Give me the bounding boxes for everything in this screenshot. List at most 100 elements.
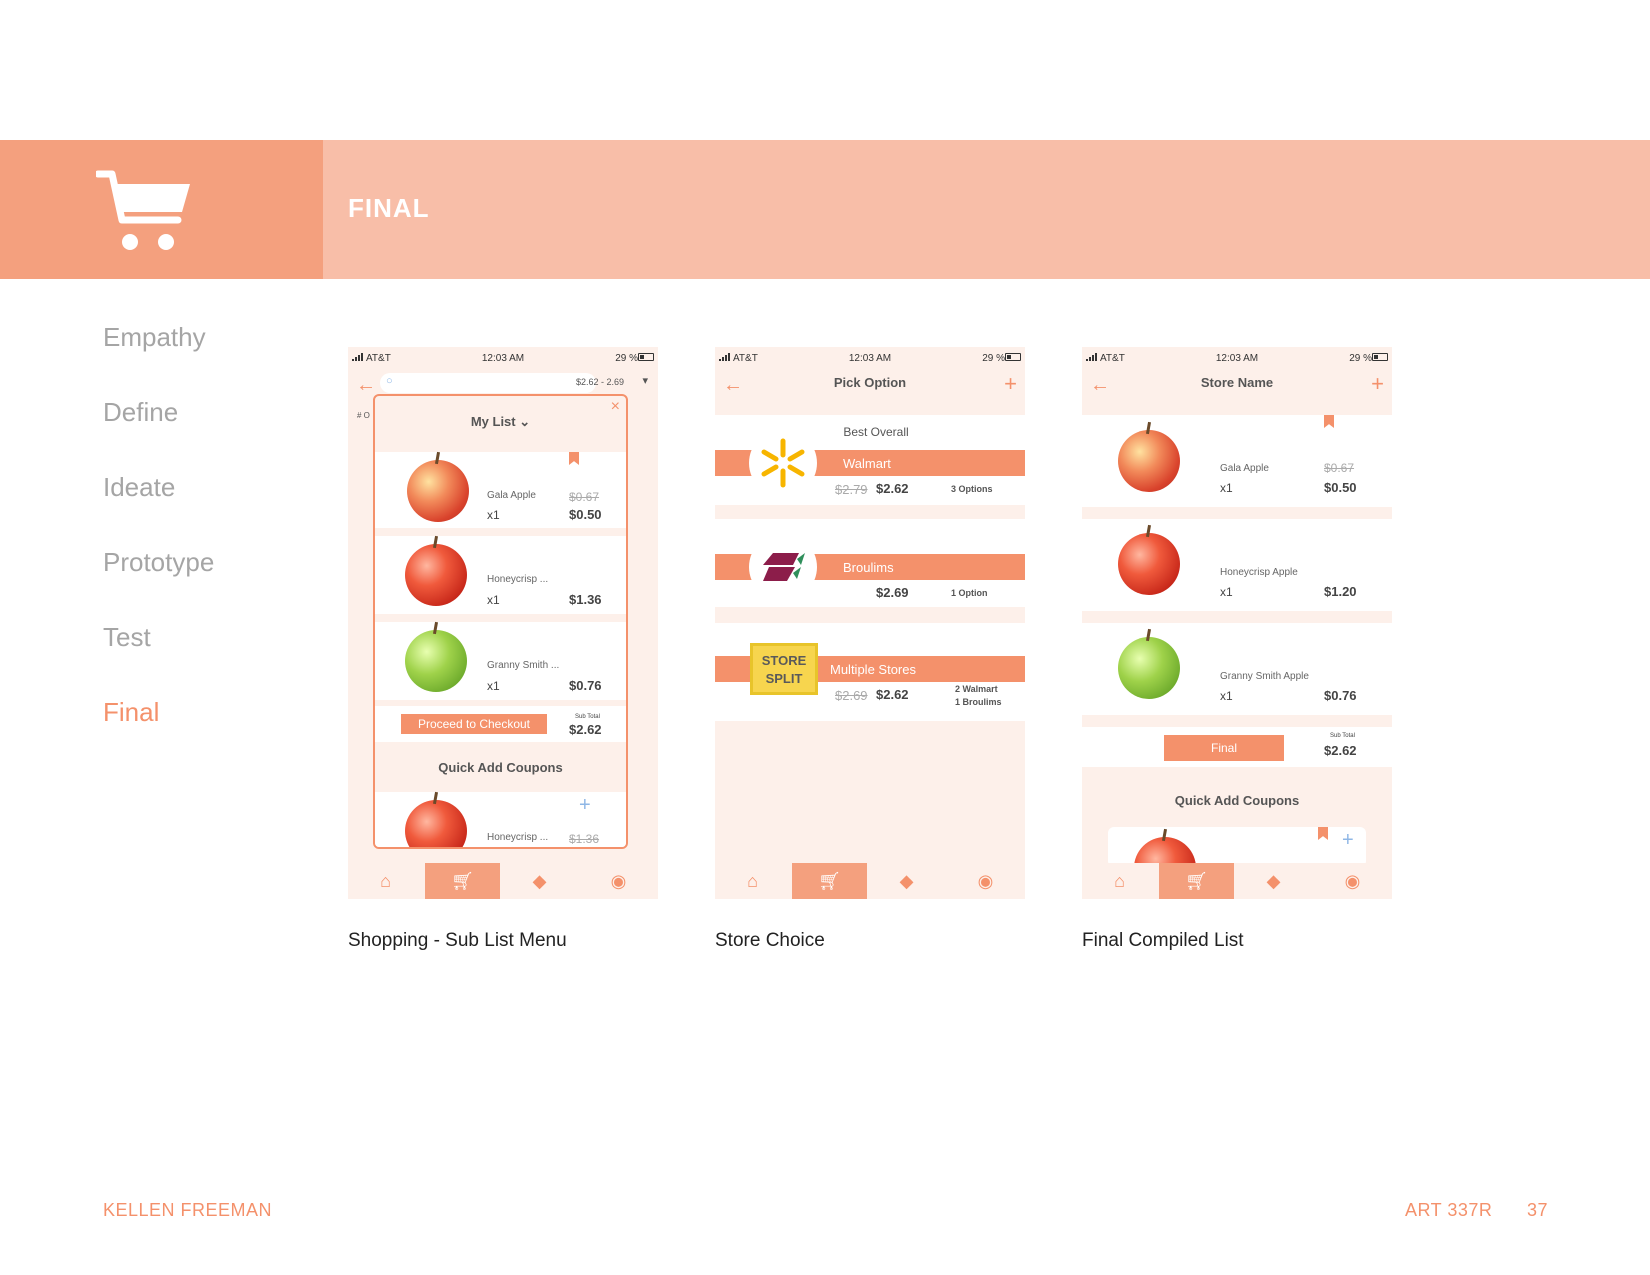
add-coupon-icon[interactable]: + — [579, 794, 591, 816]
camera-icon[interactable]: ◉ — [977, 870, 994, 891]
final-button[interactable]: Final — [1164, 735, 1284, 761]
list-item[interactable]: Granny Smith Apple x1 $0.76 — [1082, 623, 1392, 715]
camera-icon[interactable]: ◉ — [1344, 870, 1361, 891]
modal-title[interactable]: My List ⌄ — [470, 414, 531, 429]
clock: 12:03 AM — [481, 353, 525, 364]
clock: 12:03 AM — [848, 353, 892, 364]
cart-icon[interactable]: 🛒︎ — [1159, 863, 1234, 899]
header-band-right — [323, 140, 1650, 279]
bookmark-icon[interactable] — [569, 452, 579, 465]
close-icon[interactable]: × — [610, 398, 620, 415]
nav-item-define[interactable]: Define — [103, 397, 179, 427]
back-arrow-icon[interactable]: ← — [723, 374, 743, 396]
cart-small-icon[interactable]: ▾ — [642, 375, 648, 387]
add-coupon-icon[interactable]: + — [1342, 829, 1354, 851]
item-qty: x1 — [1220, 481, 1233, 495]
status-bar: AT&T 12:03 AM 29 % — [1082, 347, 1392, 369]
screen-store-choice: AT&T 12:03 AM 29 % ← Pick Option + Best … — [715, 347, 1025, 899]
screen-final-list: AT&T 12:03 AM 29 % ← Store Name + Gala A… — [1082, 347, 1392, 899]
store-price: $2.62 — [876, 481, 909, 496]
item-old-price: $0.67 — [569, 490, 600, 504]
screen-title: Pick Option — [833, 375, 907, 390]
nav-item-test[interactable]: Test — [103, 622, 151, 652]
cart-icon[interactable]: 🛒︎ — [792, 863, 867, 899]
my-list-modal: My List ⌄ × Gala Apple x1 $0.67 $0.50 Ho… — [373, 394, 628, 849]
subtotal-value: $2.62 — [1324, 743, 1357, 758]
store-name: Walmart — [843, 456, 891, 471]
nav-item-prototype[interactable]: Prototype — [103, 547, 215, 577]
item-old-price: $0.67 — [1324, 461, 1355, 475]
search-icon: ○ — [386, 375, 393, 387]
nav-item-final[interactable]: Final — [103, 697, 160, 727]
store-note: 1 Option — [951, 588, 988, 598]
store-option-multiple[interactable]: Multiple Stores STORE SPLIT $2.69 $2.62 … — [715, 623, 1025, 721]
add-icon[interactable]: + — [1004, 371, 1017, 396]
subtotal-label: Sub Total — [1330, 733, 1355, 739]
tag-icon[interactable]: ◆ — [899, 870, 914, 891]
tab-bar: ⌂ 🛒︎ ◆ ◉ — [348, 863, 658, 899]
caption-store-choice: Store Choice — [715, 930, 825, 951]
split-badge-line2: SPLIT — [765, 671, 803, 686]
back-arrow-icon[interactable]: ← — [356, 374, 376, 396]
add-icon[interactable]: + — [1371, 371, 1384, 396]
home-icon[interactable]: ⌂ — [747, 870, 758, 891]
list-item[interactable]: Gala Apple x1 $0.67 $0.50 — [375, 452, 626, 528]
list-item[interactable]: Gala Apple x1 $0.67 $0.50 — [1082, 415, 1392, 507]
tag-icon[interactable]: ◆ — [532, 870, 547, 891]
bookmark-icon[interactable] — [1318, 827, 1328, 840]
subtotal-value: $2.62 — [569, 722, 602, 737]
list-item[interactable]: Honeycrisp ... x1 $1.36 — [375, 536, 626, 614]
list-item[interactable]: Granny Smith ... x1 $0.76 — [375, 622, 626, 700]
item-name: Honeycrisp ... — [487, 574, 549, 585]
nav-item-ideate[interactable]: Ideate — [103, 472, 176, 502]
store-price: $2.62 — [876, 687, 909, 702]
item-name: Gala Apple — [1220, 463, 1269, 474]
caption-sub-list: Shopping - Sub List Menu — [348, 930, 567, 951]
item-price: $1.20 — [1324, 584, 1357, 599]
screen-sub-list: AT&T 12:03 AM 29 % ← ○ $2.62 - 2.69 ▾ # … — [348, 347, 658, 899]
item-name: Honeycrisp Apple — [1220, 567, 1298, 578]
carrier-label: AT&T — [366, 353, 391, 364]
item-price: $1.36 — [569, 592, 602, 607]
bookmark-icon[interactable] — [1324, 415, 1334, 428]
store-name: Broulims — [843, 560, 894, 575]
item-name: Gala Apple — [487, 490, 536, 501]
back-arrow-icon[interactable]: ← — [1090, 374, 1110, 396]
store-old-price: $2.79 — [835, 482, 868, 497]
shopping-cart-icon — [96, 170, 190, 250]
page-title: FINAL — [348, 193, 430, 223]
tag-icon[interactable]: ◆ — [1266, 870, 1281, 891]
best-overall-label: Best Overall — [843, 425, 909, 439]
battery-label: 29 % — [615, 353, 638, 364]
cart-icon[interactable]: 🛒︎ — [425, 863, 500, 899]
search-input[interactable]: ○ — [380, 373, 596, 393]
footer-author: KELLEN FREEMAN — [103, 1200, 273, 1220]
coupon-item[interactable]: + — [1108, 827, 1366, 899]
honeycrisp-apple-image — [405, 544, 467, 606]
home-icon[interactable]: ⌂ — [380, 870, 391, 891]
item-qty: x1 — [487, 679, 500, 693]
coupons-title: Quick Add Coupons — [438, 760, 563, 775]
item-qty: x1 — [1220, 689, 1233, 703]
camera-icon[interactable]: ◉ — [610, 870, 627, 891]
item-qty: x1 — [487, 593, 500, 607]
coupon-item[interactable]: + Honeycrisp ... $1.36 — [375, 792, 626, 847]
granny-smith-apple-image — [1118, 637, 1180, 699]
status-bar: AT&T 12:03 AM 29 % — [715, 347, 1025, 369]
signal-icon — [352, 353, 364, 361]
battery-icon — [638, 353, 654, 361]
coupon-item-name: Honeycrisp ... — [487, 832, 549, 843]
footer-course: ART 337R — [1405, 1200, 1493, 1220]
carrier-label: AT&T — [733, 353, 758, 364]
honeycrisp-apple-image — [405, 800, 467, 847]
carrier-label: AT&T — [1100, 353, 1125, 364]
signal-icon — [1086, 353, 1098, 361]
list-item[interactable]: Honeycrisp Apple x1 $1.20 — [1082, 519, 1392, 611]
store-option-broulims[interactable]: Broulims $2.69 1 Option — [715, 519, 1025, 607]
home-icon[interactable]: ⌂ — [1114, 870, 1125, 891]
nav-item-empathy[interactable]: Empathy — [103, 322, 206, 352]
proceed-to-checkout-button[interactable]: Proceed to Checkout — [401, 714, 547, 734]
store-option-walmart[interactable]: Best Overall Walmart $2.79 $2.62 3 Optio… — [715, 415, 1025, 505]
tab-bar: ⌂ 🛒︎ ◆ ◉ — [1082, 863, 1392, 899]
